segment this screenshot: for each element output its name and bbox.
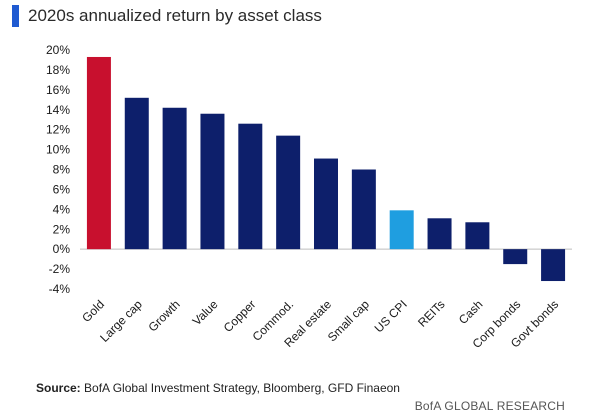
x-category-label: US CPI [372,297,410,335]
y-tick-label: 12% [46,123,70,137]
x-category-label: Gold [79,297,107,325]
y-tick-label: 2% [53,222,71,236]
source-note: Source: BofA Global Investment Strategy,… [36,381,400,395]
source-label: Source: [36,381,81,395]
y-tick-label: 4% [53,202,71,216]
bar-cash [465,222,490,250]
x-category-label: Cash [456,297,486,327]
bar-govt-bonds [541,249,566,282]
y-tick-label: 6% [53,182,71,196]
brand-strong: BofA [414,399,441,413]
bar-growth [162,107,187,250]
y-tick-label: 20% [46,43,70,57]
chart-title: 2020s annualized return by asset class [28,6,322,25]
y-tick-label: 14% [46,103,70,117]
y-tick-label: -2% [49,262,71,276]
x-category-label: Large cap [97,297,145,345]
bar-commod [276,135,301,250]
y-tick-label: 0% [53,242,71,256]
x-category-label: Growth [145,297,182,334]
brand-light: GLOBAL RESEARCH [444,399,565,413]
y-tick-label: 18% [46,63,70,77]
x-category-label: REITs [415,297,448,330]
source-text: BofA Global Investment Strategy, Bloombe… [84,381,400,395]
bar-small-cap [351,169,376,250]
bar-copper [238,123,263,250]
x-category-label: Copper [221,297,259,335]
x-category-label: Value [190,297,221,328]
title-accent-bar [12,5,19,27]
x-category-label: Small cap [325,297,372,344]
bar-gold [86,56,111,250]
bar-reits [427,218,452,250]
brand-logo: BofA GLOBAL RESEARCH [415,399,565,413]
y-tick-label: 16% [46,83,70,97]
bar-large-cap [124,97,149,250]
bar-real-estate [314,158,338,250]
bar-chart: 20% 18% 16% 14% 12% 10% 8% 6% 4% 2% 0% -2% -4% GoldLa… [46,43,572,351]
y-tick-label: 8% [53,163,71,177]
bar-value [200,113,225,250]
bar-corp-bonds [503,249,528,265]
y-tick-label: 10% [46,143,70,157]
bar-us-cpi [389,210,414,250]
y-tick-label: -4% [49,282,71,296]
